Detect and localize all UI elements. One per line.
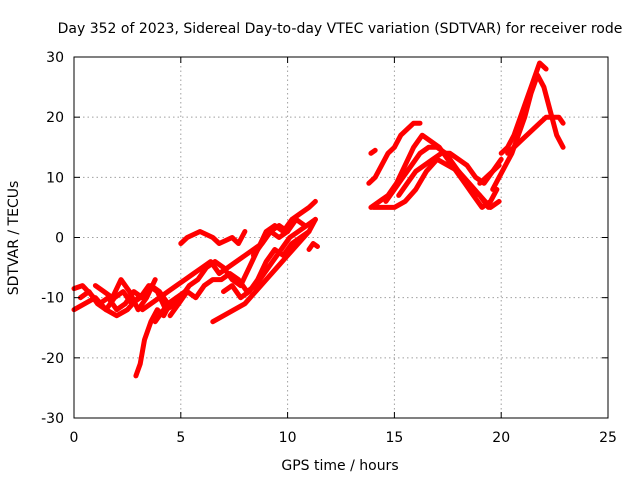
x-tick-label: 0 [70,430,79,446]
series-trace-14 [366,120,423,186]
series-trace-9 [178,229,248,246]
series-trace-23 [477,162,502,186]
series-trace-8 [167,216,318,319]
data-series [71,60,566,379]
x-tick-label: 5 [176,430,185,446]
y-tick-label: 0 [55,231,64,247]
series-trace-13 [306,241,320,252]
series-trace-11 [221,229,312,301]
x-tick-label: 20 [492,430,510,446]
y-tick-label: -10 [41,291,64,307]
series-trace-21 [498,60,549,156]
x-tick-label: 10 [279,430,297,446]
series-trace-22 [505,114,566,156]
series-trace-3 [77,283,179,313]
axes: 0 5 10 15 20 25 -30 -20 -10 0 10 20 30 [41,50,617,446]
x-tick-label: 15 [385,430,403,446]
y-tick-label: 20 [46,110,64,126]
y-tick-label: -20 [41,351,64,367]
series-trace-12 [250,216,308,258]
y-axis-label: SDTVAR / TECUs [6,181,22,296]
y-tick-label: 10 [46,170,64,186]
x-axis-label: GPS time / hours [281,458,398,474]
x-tick-label: 25 [599,430,617,446]
chart-title: Day 352 of 2023, Sidereal Day-to-day VTE… [58,21,623,37]
series-trace-4 [92,277,158,313]
y-tick-label: -30 [41,411,64,427]
series-trace-18 [396,150,504,198]
series-trace-19 [368,147,378,156]
series-trace-17 [383,144,491,210]
y-tick-label: 30 [46,50,64,66]
